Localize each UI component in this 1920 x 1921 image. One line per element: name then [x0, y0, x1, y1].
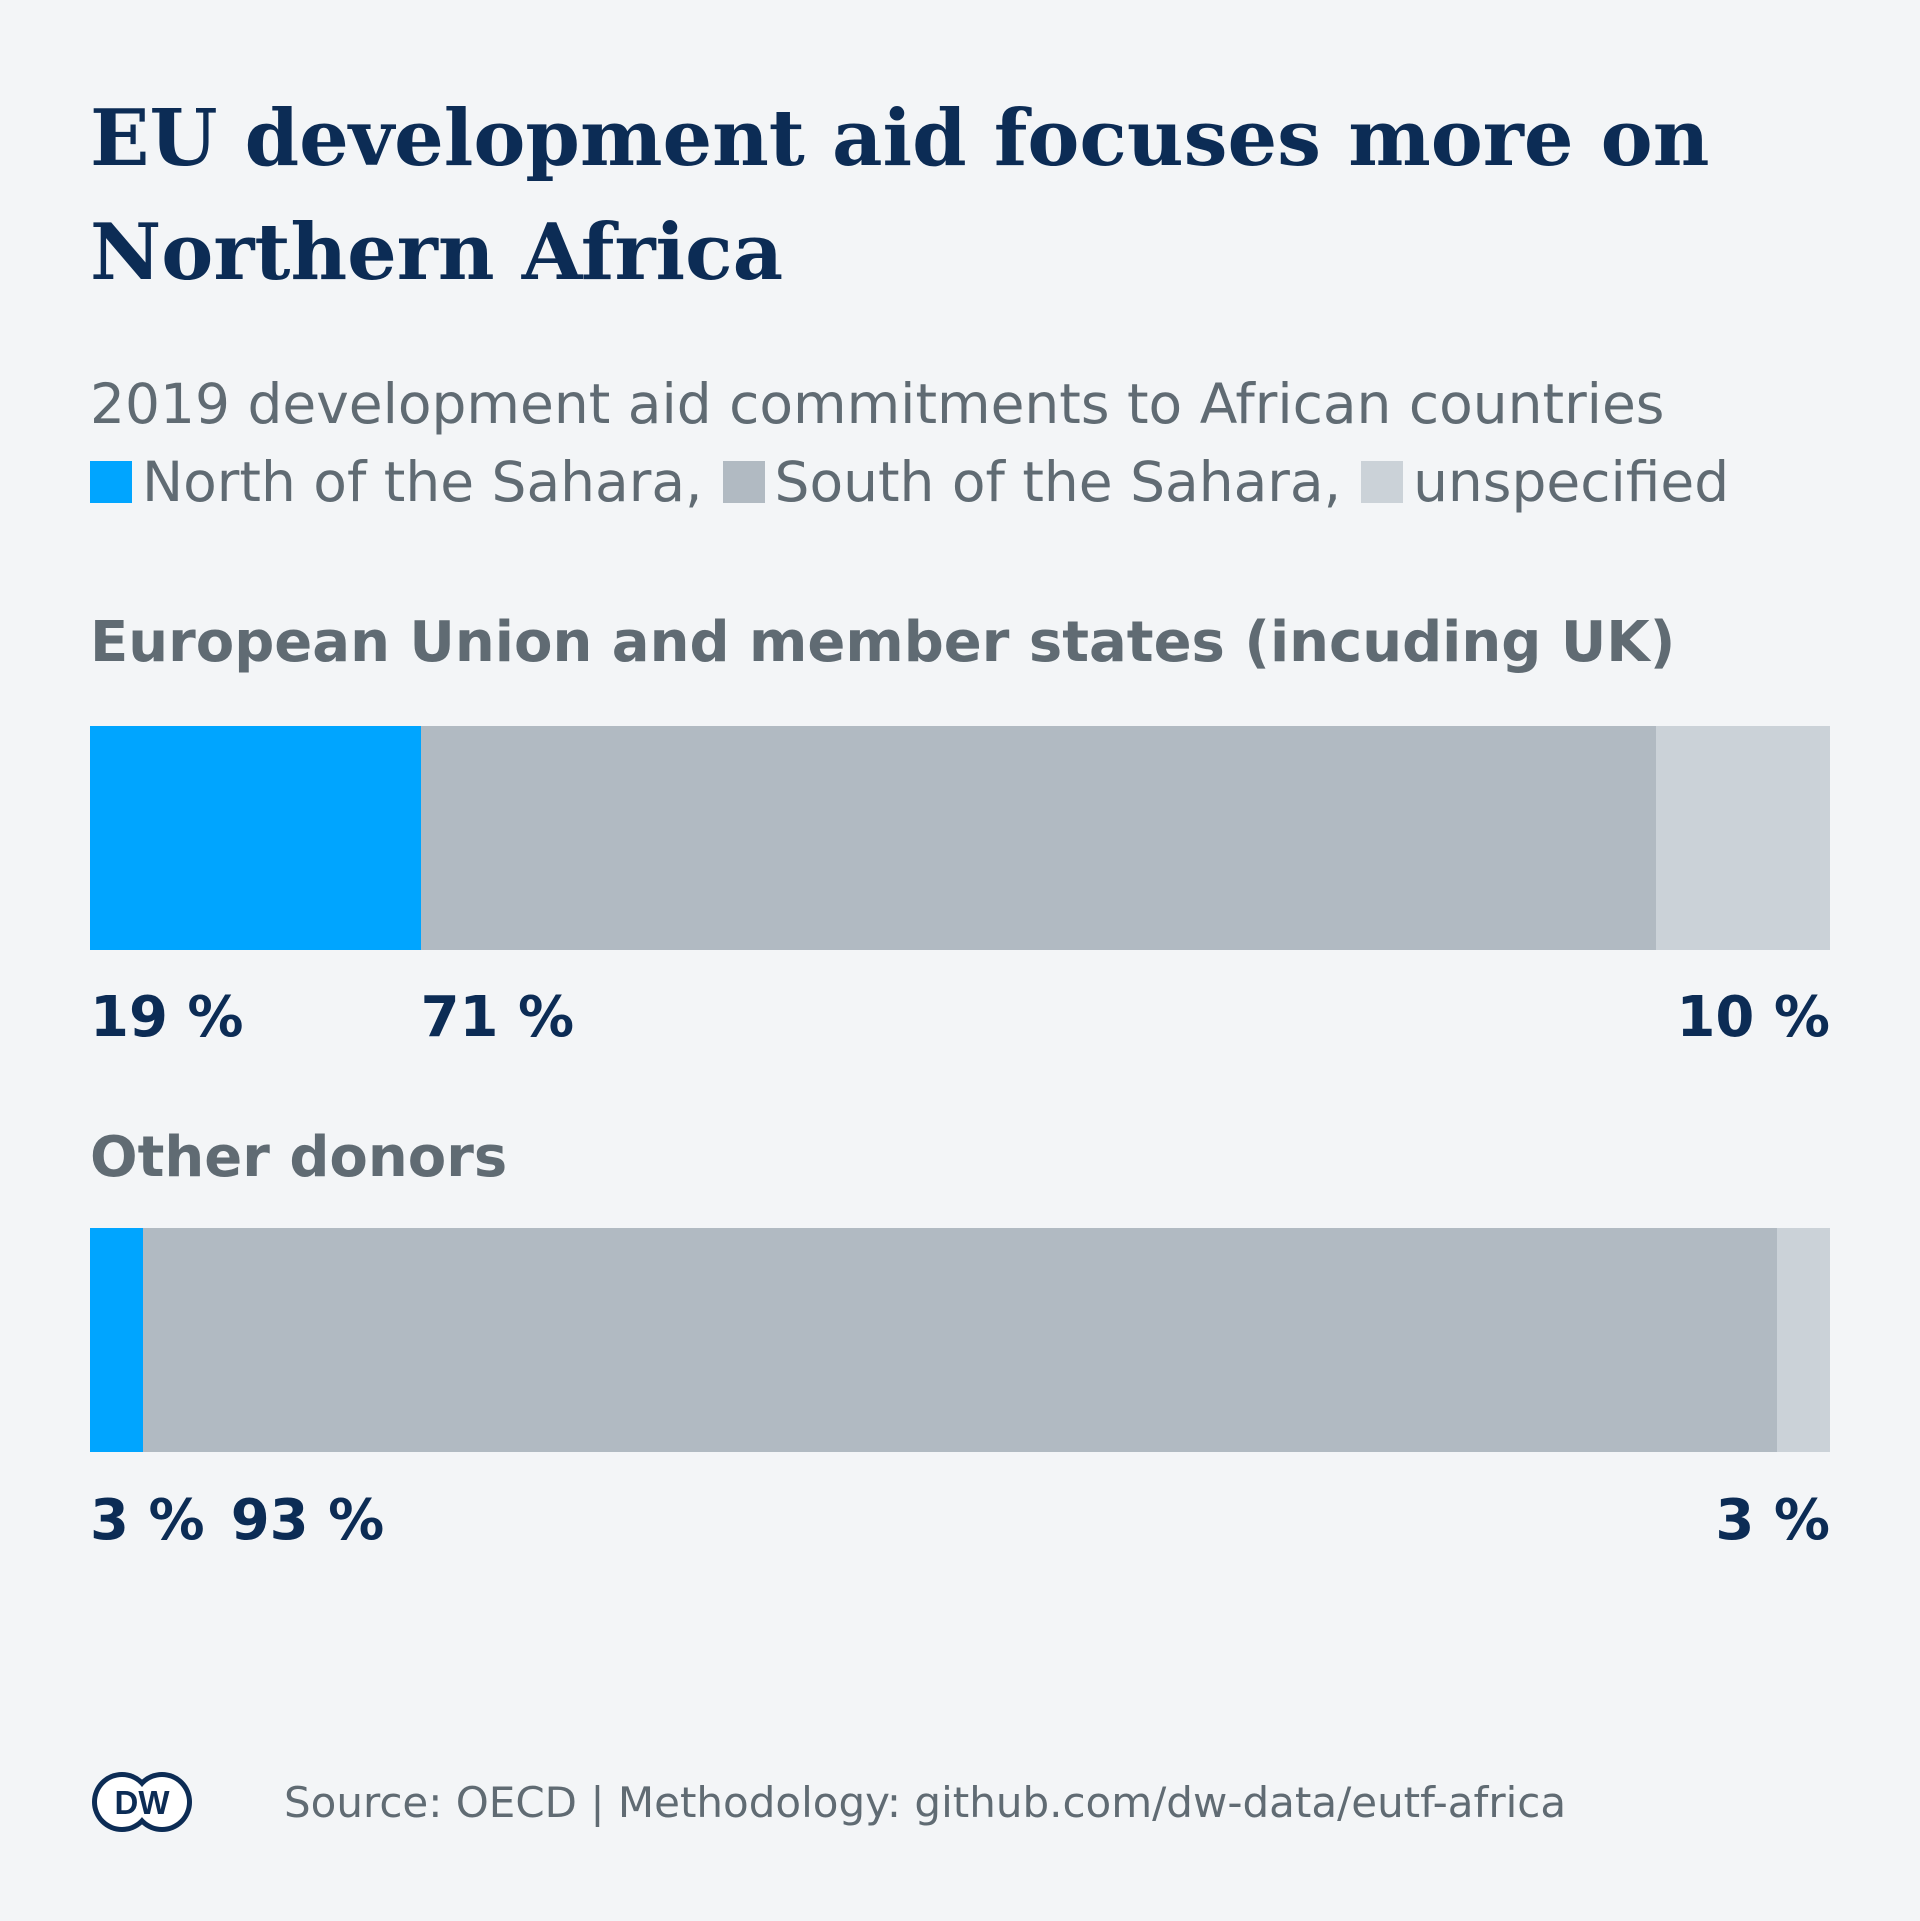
bar-segment-unspecified-other — [1777, 1228, 1830, 1452]
value-label-unspecified-eu: 10 % — [1676, 985, 1830, 1050]
legend-label-unspecified: unspecified — [1413, 450, 1730, 514]
legend-item-south: South of the Sahara, — [722, 446, 1362, 518]
legend-swatch-unspecified — [1361, 461, 1404, 503]
bar-segment-south-other — [142, 1228, 1778, 1452]
stacked-bar-other — [90, 1228, 1830, 1452]
group-label-eu: European Union and member states (incudi… — [90, 610, 1676, 675]
footer: DW Source: OECD | Methodology: github.co… — [90, 1770, 1566, 1834]
stacked-bar-eu — [90, 726, 1830, 950]
legend-item-north: North of the Sahara, — [90, 446, 723, 518]
bar-segment-north-eu — [90, 726, 421, 950]
legend-label-north: North of the Sahara, — [142, 450, 703, 514]
group-label-other: Other donors — [90, 1125, 508, 1190]
chart-subtitle: 2019 development aid commitments to Afri… — [90, 372, 1665, 436]
value-label-south-eu: 71 % — [420, 985, 575, 1050]
legend-item-unspecified: unspecified — [1361, 446, 1729, 518]
legend-swatch-north — [90, 461, 132, 503]
legend-swatch-south — [722, 461, 765, 503]
value-label-north-other: 3 % — [90, 1488, 205, 1553]
legend-label-south: South of the Sahara, — [774, 450, 1342, 514]
legend: North of the Sahara, South of the Sahara… — [90, 446, 1729, 518]
value-label-unspecified-other: 3 % — [1715, 1488, 1830, 1553]
dw-logo-icon: DW — [92, 1772, 192, 1832]
value-label-south-other: 93 % — [230, 1488, 385, 1553]
value-label-north-eu: 19 % — [90, 985, 244, 1050]
bar-segment-north-other — [90, 1228, 143, 1452]
bar-segment-south-eu — [420, 726, 1656, 950]
dw-logo-text: DW — [115, 1784, 171, 1821]
chart-title: EU development aid focuses more on North… — [90, 93, 1710, 298]
bar-segment-unspecified-eu — [1655, 726, 1830, 950]
source-note: Source: OECD | Methodology: github.com/d… — [284, 1777, 1567, 1827]
